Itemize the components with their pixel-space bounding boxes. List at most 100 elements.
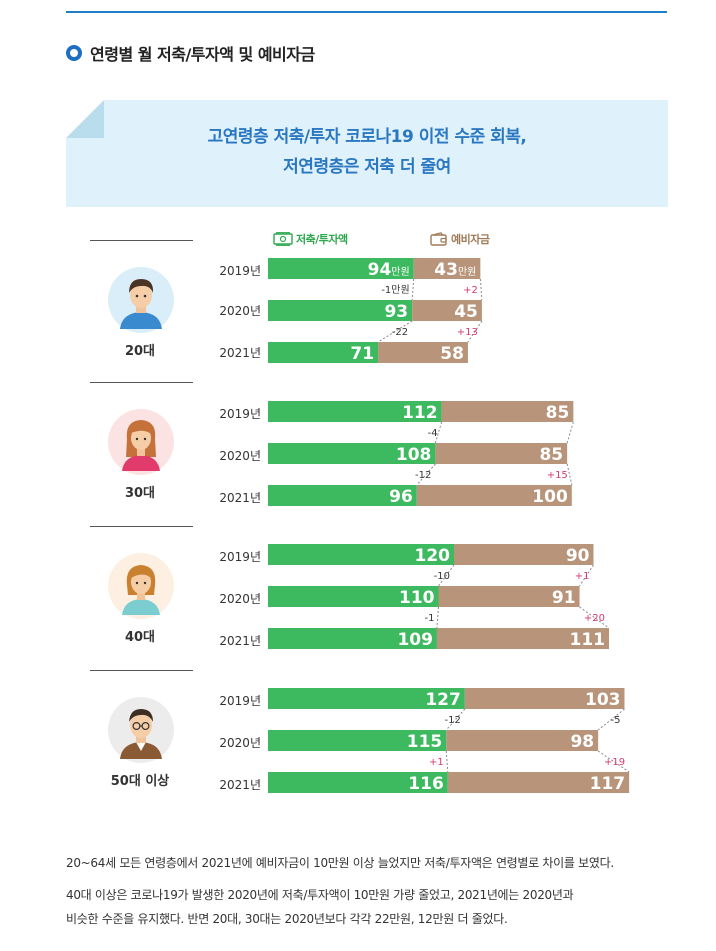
wallet-icon xyxy=(430,232,447,246)
reserve-bar xyxy=(416,485,572,506)
top-divider xyxy=(66,11,667,13)
older-man-with-glasses-icon xyxy=(108,697,174,763)
age-divider xyxy=(90,240,193,241)
savings-change-label: -4 xyxy=(428,428,438,439)
reserve-connector xyxy=(579,564,594,587)
age-label: 20대 xyxy=(124,344,156,359)
footnote-3: 비슷한 수준을 유지했다. 반면 20대, 30대는 2020년보다 각각 22… xyxy=(66,912,508,926)
footnote-2: 40대 이상은 코로나19가 발생한 2020년에 저축/투자액이 10만원 가… xyxy=(66,888,574,902)
age-label: 40대 xyxy=(124,630,156,645)
savings-bar xyxy=(268,688,465,709)
savings-connector xyxy=(436,606,439,629)
savings-bar xyxy=(268,401,442,422)
headline-line-2: 저연령층은 저축 더 줄여 xyxy=(283,157,451,177)
reserve-change-label: +19 xyxy=(604,757,625,768)
age-divider xyxy=(90,670,193,671)
section-title: 연령별 월 저축/투자액 및 예비자금 xyxy=(66,41,315,65)
savings-value-label: 71 xyxy=(350,344,374,364)
banner-corner-fold xyxy=(66,100,104,138)
unit-label: 만원 xyxy=(458,266,476,278)
money-icon xyxy=(273,232,293,246)
reserve-value-label: 98 xyxy=(570,732,594,752)
age-divider xyxy=(90,526,193,527)
savings-value-label: 110 xyxy=(399,588,435,608)
reserve-value-label: 90 xyxy=(566,546,590,566)
legend-reserve-label: 예비자금 xyxy=(451,233,490,246)
savings-value-label: 108 xyxy=(396,445,432,465)
unit-label: 만원 xyxy=(391,266,409,278)
reserve-change-label: +13 xyxy=(457,327,478,338)
reserve-bar xyxy=(378,342,468,363)
savings-bar xyxy=(268,772,448,793)
savings-value-label: 116 xyxy=(408,774,444,794)
footnote-1: 20~64세 모든 연령층에서 2021년에 예비자금이 10만원 이상 늘었지… xyxy=(66,856,614,870)
savings-value-label: 127 xyxy=(425,690,461,710)
savings-change-label: -12 xyxy=(415,470,431,481)
reserve-bar xyxy=(464,688,625,709)
legend-savings-label: 저축/투자액 xyxy=(296,233,348,246)
legend-reserve: 예비자금 xyxy=(430,231,490,247)
reserve-bar xyxy=(435,443,568,464)
year-label: 2020년 xyxy=(219,592,261,606)
savings-bar xyxy=(268,485,417,506)
savings-bar xyxy=(268,628,437,649)
savings-bar xyxy=(268,443,436,464)
reserve-change-label: +20 xyxy=(584,613,605,624)
reserve-connector xyxy=(566,463,573,486)
reserve-connector xyxy=(479,278,483,301)
savings-change-label: -22 xyxy=(392,327,408,338)
savings-bar xyxy=(268,730,447,751)
savings-connector xyxy=(445,750,449,773)
year-label: 2020년 xyxy=(219,304,261,318)
reserve-change-label: +2 xyxy=(463,285,478,296)
savings-bar xyxy=(268,544,454,565)
section-title-text: 연령별 월 저축/투자액 및 예비자금 xyxy=(90,45,315,64)
reserve-value-label: 45 xyxy=(454,302,478,322)
savings-value-label: 112 xyxy=(402,403,438,423)
reserve-value-label: 91 xyxy=(552,588,576,608)
reserve-bar xyxy=(447,772,630,793)
year-label: 2020년 xyxy=(219,449,261,463)
savings-bar xyxy=(268,586,439,607)
legend-savings: 저축/투자액 xyxy=(273,231,348,247)
age-label: 30대 xyxy=(124,486,156,501)
reserve-value-label: 85 xyxy=(546,403,570,423)
reserve-bar xyxy=(454,544,594,565)
reserve-value-label: 58 xyxy=(440,344,464,364)
headline-banner xyxy=(66,100,668,207)
headline-line-1: 고연령층 저축/투자 코로나19 이전 수준 회복, xyxy=(207,127,527,147)
reserve-connector xyxy=(467,320,483,343)
reserve-bar xyxy=(436,628,609,649)
middle-aged-woman-icon xyxy=(108,553,174,619)
year-label: 2019년 xyxy=(219,694,261,708)
savings-connector xyxy=(416,463,436,486)
savings-value-label: 115 xyxy=(407,732,443,752)
savings-bar xyxy=(268,300,413,321)
savings-connector xyxy=(438,564,455,587)
reserve-bar xyxy=(446,730,599,751)
year-label: 2020년 xyxy=(219,736,261,750)
reserve-change-label: +15 xyxy=(547,470,568,481)
savings-change-label: -10 xyxy=(434,571,450,582)
savings-bar xyxy=(268,342,379,363)
year-label: 2021년 xyxy=(219,346,261,360)
year-label: 2019년 xyxy=(219,550,261,564)
reserve-value-label: 117 xyxy=(590,774,626,794)
reserve-bar xyxy=(413,258,481,279)
young-woman-icon xyxy=(108,409,174,475)
age-divider xyxy=(90,382,193,383)
savings-value-label: 120 xyxy=(415,546,451,566)
age-label: 50대 이상 xyxy=(110,774,170,789)
year-label: 2021년 xyxy=(219,778,261,792)
year-label: 2019년 xyxy=(219,264,261,278)
reserve-bar xyxy=(441,401,574,422)
reserve-value-label: 103 xyxy=(585,690,621,710)
reserve-connector xyxy=(566,421,574,444)
savings-change-label: -1만원 xyxy=(381,284,409,296)
reserve-bar xyxy=(412,300,482,321)
savings-value-label: 96 xyxy=(389,487,413,507)
savings-connector xyxy=(377,320,413,343)
reserve-change-label: -5 xyxy=(611,715,621,726)
year-label: 2021년 xyxy=(219,634,261,648)
